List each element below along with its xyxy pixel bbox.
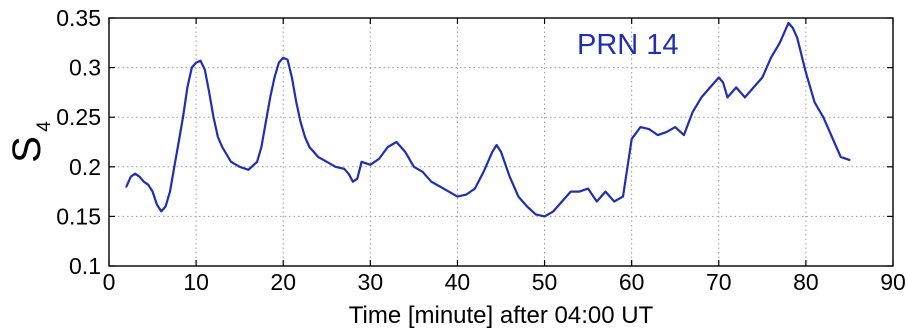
y-tick-label: 0.15: [56, 203, 101, 229]
y-tick-label: 0.3: [69, 55, 101, 81]
tick-marks: [108, 17, 894, 267]
x-tick-labels: 0 10 20 30 40 50 60 70 80 90: [103, 269, 906, 295]
y-tick-label: 0.35: [56, 5, 101, 31]
y-axis-label-main: S: [5, 136, 49, 163]
x-tick-label: 40: [445, 269, 471, 295]
y-tick-label: 0.2: [69, 154, 101, 180]
y-tick-label: 0.25: [56, 104, 101, 130]
plot-frame: [108, 17, 894, 267]
x-tick-label: 10: [183, 269, 209, 295]
y-axis-label: S 4: [5, 121, 55, 163]
grid: [109, 18, 893, 266]
x-tick-label: 80: [793, 269, 819, 295]
y-tick-label: 0.1: [69, 253, 101, 279]
series-line-prn14: [125, 21, 851, 218]
x-tick-label: 60: [619, 269, 645, 295]
y-tick-labels: 0.1 0.15 0.2 0.25 0.3 0.35: [56, 5, 101, 279]
x-tick-label: 30: [358, 269, 384, 295]
y-axis-label-subscript: 4: [34, 121, 55, 132]
x-tick-label: 50: [532, 269, 558, 295]
x-tick-label: 70: [706, 269, 732, 295]
x-tick-label: 90: [880, 269, 906, 295]
x-tick-label: 0: [103, 269, 116, 295]
x-tick-label: 20: [270, 269, 296, 295]
annotation-label: PRN 14: [577, 29, 679, 61]
x-axis-label: Time [minute] after 04:00 UT: [349, 302, 654, 329]
